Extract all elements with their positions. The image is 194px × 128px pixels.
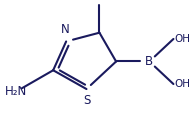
Text: B: B (145, 55, 153, 68)
Text: N: N (61, 23, 70, 36)
Text: H₂N: H₂N (5, 85, 27, 98)
Text: OH: OH (174, 34, 190, 44)
Text: OH: OH (174, 79, 190, 89)
Text: S: S (83, 94, 90, 107)
